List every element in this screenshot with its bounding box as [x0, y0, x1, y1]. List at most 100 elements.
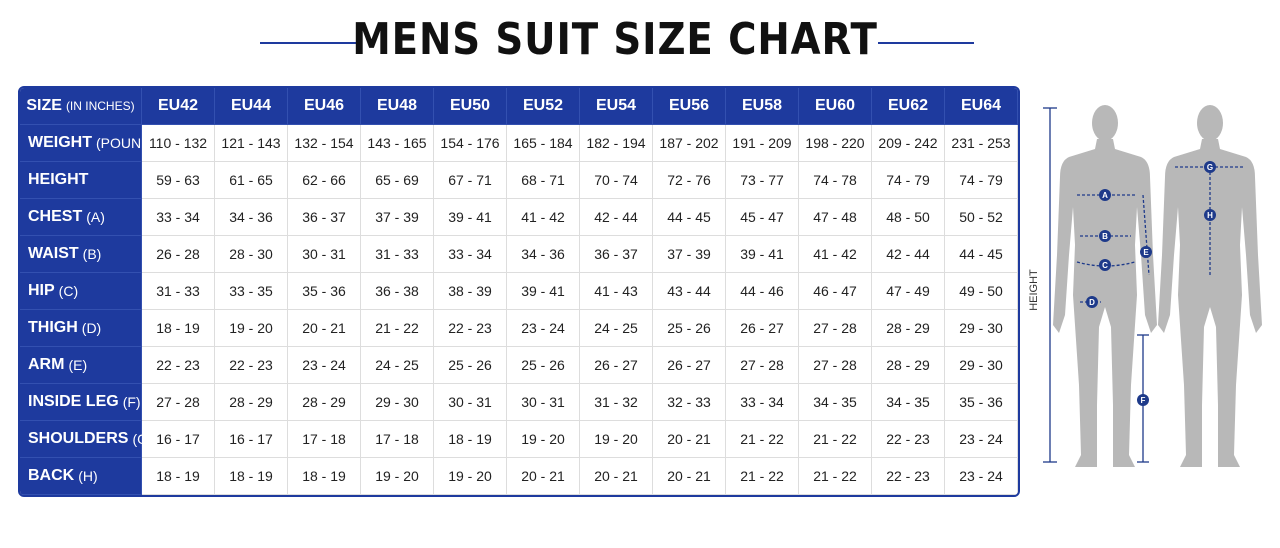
- cell-text: 42 - 44: [886, 246, 930, 262]
- cell-text: 35 - 36: [302, 283, 346, 299]
- cell-text: 72 - 76: [667, 172, 711, 188]
- cell-text: 36 - 37: [302, 209, 346, 225]
- data-cell: 143 - 165: [361, 125, 434, 162]
- data-cell: 28 - 29: [872, 310, 945, 347]
- size-text: EU50: [449, 97, 491, 114]
- size-text: EU46: [303, 97, 345, 114]
- cell-text: 22 - 23: [448, 320, 492, 336]
- data-cell: 20 - 21: [507, 458, 580, 495]
- cell-text: 39 - 41: [448, 209, 492, 225]
- size-header: EU64: [945, 88, 1018, 125]
- cell-text: 74 - 78: [813, 172, 857, 188]
- data-cell: 34 - 36: [215, 199, 288, 236]
- cell-text: 21 - 22: [740, 468, 784, 484]
- data-cell: 23 - 24: [945, 421, 1018, 458]
- cell-text: 47 - 49: [886, 283, 930, 299]
- data-cell: 182 - 194: [580, 125, 653, 162]
- label-unit: (F): [122, 394, 141, 410]
- data-cell: 231 - 253: [945, 125, 1018, 162]
- data-cell: 25 - 26: [434, 347, 507, 384]
- size-header: EU54: [580, 88, 653, 125]
- data-cell: 33 - 34: [726, 384, 799, 421]
- silhouette: [1158, 105, 1262, 467]
- data-cell: 28 - 29: [288, 384, 361, 421]
- cell-text: 28 - 29: [229, 394, 273, 410]
- cell-text: 28 - 29: [886, 320, 930, 336]
- cell-text: 33 - 34: [156, 209, 200, 225]
- marker: [1086, 296, 1098, 308]
- title-rule: [260, 42, 356, 44]
- cell-text: 38 - 39: [448, 283, 492, 299]
- data-cell: 22 - 23: [872, 421, 945, 458]
- cell-text: 31 - 32: [594, 394, 638, 410]
- cell-text: 33 - 35: [229, 283, 273, 299]
- cell-text: 34 - 36: [229, 209, 273, 225]
- data-cell: 44 - 46: [726, 273, 799, 310]
- data-cell: 39 - 41: [434, 199, 507, 236]
- data-cell: 74 - 78: [799, 162, 872, 199]
- data-cell: 43 - 44: [653, 273, 726, 310]
- cell-text: 44 - 45: [667, 209, 711, 225]
- marker: [1137, 394, 1149, 406]
- data-cell: 18 - 19: [142, 310, 215, 347]
- data-cell: 20 - 21: [288, 310, 361, 347]
- label-text: WAIST: [28, 245, 79, 262]
- marker-letter: H: [1207, 211, 1213, 220]
- data-cell: 72 - 76: [653, 162, 726, 199]
- data-cell: 27 - 28: [799, 347, 872, 384]
- data-cell: 38 - 39: [434, 273, 507, 310]
- size-text: EU56: [668, 97, 710, 114]
- data-cell: 21 - 22: [726, 421, 799, 458]
- label-text: WEIGHT: [28, 134, 92, 151]
- cell-text: 25 - 26: [521, 357, 565, 373]
- cell-text: 18 - 19: [156, 468, 200, 484]
- cell-text: 23 - 24: [959, 468, 1003, 484]
- cell-text: 41 - 42: [813, 246, 857, 262]
- label-text: SHOULDERS: [28, 430, 129, 447]
- size-header: EU44: [215, 88, 288, 125]
- cell-text: 27 - 28: [813, 357, 857, 373]
- data-cell: 61 - 65: [215, 162, 288, 199]
- data-cell: 34 - 36: [507, 236, 580, 273]
- data-cell: 191 - 209: [726, 125, 799, 162]
- size-header: EU48: [361, 88, 434, 125]
- cell-text: 28 - 29: [886, 357, 930, 373]
- size-header: EU60: [799, 88, 872, 125]
- cell-text: 21 - 22: [740, 431, 784, 447]
- data-cell: 32 - 33: [653, 384, 726, 421]
- label-text: ARM: [28, 356, 65, 373]
- cell-text: 49 - 50: [959, 283, 1003, 299]
- cell-text: 28 - 30: [229, 246, 273, 262]
- cell-text: 61 - 65: [229, 172, 273, 188]
- data-cell: 26 - 27: [726, 310, 799, 347]
- data-cell: 30 - 31: [288, 236, 361, 273]
- cell-text: 198 - 220: [805, 135, 865, 151]
- cell-text: 182 - 194: [586, 135, 646, 151]
- cell-text: 26 - 27: [594, 357, 638, 373]
- data-cell: 110 - 132: [142, 125, 215, 162]
- cell-text: 41 - 43: [594, 283, 638, 299]
- data-cell: 59 - 63: [142, 162, 215, 199]
- size-text: EU52: [522, 97, 564, 114]
- cell-text: 132 - 154: [294, 135, 354, 151]
- cell-text: 28 - 29: [302, 394, 346, 410]
- size-text: EU54: [595, 97, 637, 114]
- size-header: EU52: [507, 88, 580, 125]
- data-cell: 41 - 43: [580, 273, 653, 310]
- data-cell: 33 - 35: [215, 273, 288, 310]
- data-cell: 21 - 22: [799, 421, 872, 458]
- data-cell: 20 - 21: [653, 421, 726, 458]
- data-cell: 23 - 24: [288, 347, 361, 384]
- cell-text: 22 - 23: [156, 357, 200, 373]
- cell-text: 34 - 36: [521, 246, 565, 262]
- cell-text: 27 - 28: [813, 320, 857, 336]
- data-cell: 22 - 23: [215, 347, 288, 384]
- cell-text: 39 - 41: [740, 246, 784, 262]
- data-cell: 70 - 74: [580, 162, 653, 199]
- label-text: HIP: [28, 282, 55, 299]
- row-label: WAIST (B): [20, 236, 142, 273]
- marker: [1099, 230, 1111, 242]
- cell-text: 30 - 31: [448, 394, 492, 410]
- cell-text: 37 - 39: [375, 209, 419, 225]
- data-cell: 19 - 20: [507, 421, 580, 458]
